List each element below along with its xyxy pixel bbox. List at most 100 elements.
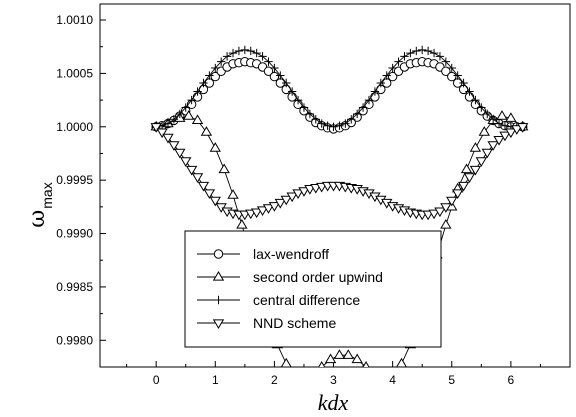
data-point — [180, 157, 192, 167]
data-point — [435, 52, 445, 61]
x-tick-label: 3 — [330, 373, 337, 387]
data-point — [268, 202, 281, 212]
legend-label: lax-wendroff — [253, 246, 329, 262]
data-point — [335, 121, 344, 130]
data-point — [475, 157, 487, 167]
data-point — [511, 125, 523, 135]
data-point — [299, 103, 309, 112]
y-axis-title: ω max — [25, 182, 55, 227]
legend-item: lax-wendroff — [197, 246, 329, 262]
legend-box — [184, 230, 442, 348]
legend-label: central difference — [253, 292, 360, 308]
y-tick-label: 1.0000 — [56, 120, 93, 134]
data-point — [318, 361, 326, 367]
data-point — [274, 198, 286, 209]
data-point — [234, 46, 244, 56]
series-central-difference — [151, 45, 527, 131]
data-point — [262, 204, 275, 214]
legend-marker — [212, 271, 225, 281]
data-point — [505, 128, 517, 139]
data-point — [347, 115, 356, 124]
data-point — [150, 123, 162, 133]
x-tick-label: 1 — [212, 373, 219, 387]
data-point — [280, 357, 292, 367]
data-point — [270, 63, 279, 73]
x-tick-label: 5 — [448, 373, 455, 387]
data-point — [156, 128, 168, 139]
data-point — [388, 63, 397, 73]
data-point — [175, 109, 185, 119]
legend-marker — [213, 249, 224, 259]
y-tick-label: 0.9990 — [56, 227, 93, 241]
data-point — [412, 46, 421, 56]
data-point — [290, 369, 300, 377]
y-axis-title-subscript: max — [39, 182, 55, 208]
data-point — [163, 119, 173, 128]
data-point — [205, 71, 214, 80]
data-point — [162, 133, 174, 144]
data-point — [370, 87, 380, 96]
data-point — [280, 195, 292, 206]
data-point — [333, 349, 346, 359]
data-point — [324, 353, 337, 364]
data-point — [299, 373, 309, 381]
data-point — [469, 165, 482, 176]
data-point — [441, 57, 451, 66]
y-tick-label: 0.9980 — [56, 333, 93, 347]
data-point — [457, 181, 470, 192]
data-point — [193, 87, 202, 96]
data-point — [440, 219, 452, 229]
x-axis-title: kdx — [318, 390, 349, 415]
data-point — [292, 189, 304, 199]
data-point — [376, 78, 386, 88]
data-point — [446, 196, 458, 207]
data-point — [282, 78, 291, 88]
y-axis-title-main: ω — [25, 210, 50, 228]
data-point — [227, 189, 239, 199]
data-point — [174, 148, 186, 159]
data-point — [418, 45, 427, 55]
data-point — [252, 48, 261, 58]
data-point — [499, 131, 511, 142]
data-point — [181, 103, 190, 112]
data-point — [216, 57, 226, 66]
data-point — [358, 103, 368, 112]
data-point — [203, 189, 216, 199]
legend: lax-wendroff second order upwind central d… — [184, 230, 442, 348]
data-point — [342, 349, 354, 359]
data-point — [199, 78, 208, 88]
data-point — [471, 95, 480, 105]
data-point — [258, 52, 267, 61]
data-point — [481, 148, 493, 159]
data-point — [228, 48, 238, 58]
data-point — [447, 71, 457, 82]
data-point — [500, 121, 510, 130]
data-point — [447, 63, 456, 73]
data-point — [382, 71, 391, 80]
data-point — [209, 142, 221, 152]
data-point — [429, 48, 439, 58]
legend-item: second order upwind — [197, 269, 383, 285]
x-tick-label: 6 — [508, 373, 515, 387]
y-tick-label: 1.0010 — [56, 13, 93, 27]
x-tick-label: 2 — [271, 373, 278, 387]
data-point — [329, 122, 338, 131]
data-point — [317, 119, 326, 128]
data-point — [191, 114, 204, 125]
data-point — [263, 66, 274, 76]
data-point — [351, 353, 363, 364]
x-axis: 0 1 2 3 4 5 6 — [126, 361, 541, 387]
y-tick-label: 0.9985 — [56, 280, 93, 294]
data-point — [505, 112, 517, 122]
legend-marker — [212, 319, 225, 329]
y-axis: 0.9980 0.9985 0.9990 0.9995 1.0000 1.0005 1.00… — [56, 13, 106, 347]
data-point — [396, 357, 407, 367]
data-point — [218, 163, 230, 174]
legend-item: NND scheme — [197, 315, 336, 331]
data-point — [434, 207, 446, 218]
data-point — [459, 78, 468, 88]
data-point — [256, 206, 269, 217]
x-tick-label: 4 — [389, 373, 396, 387]
data-point — [364, 95, 374, 105]
legend-item: central difference — [197, 292, 360, 308]
